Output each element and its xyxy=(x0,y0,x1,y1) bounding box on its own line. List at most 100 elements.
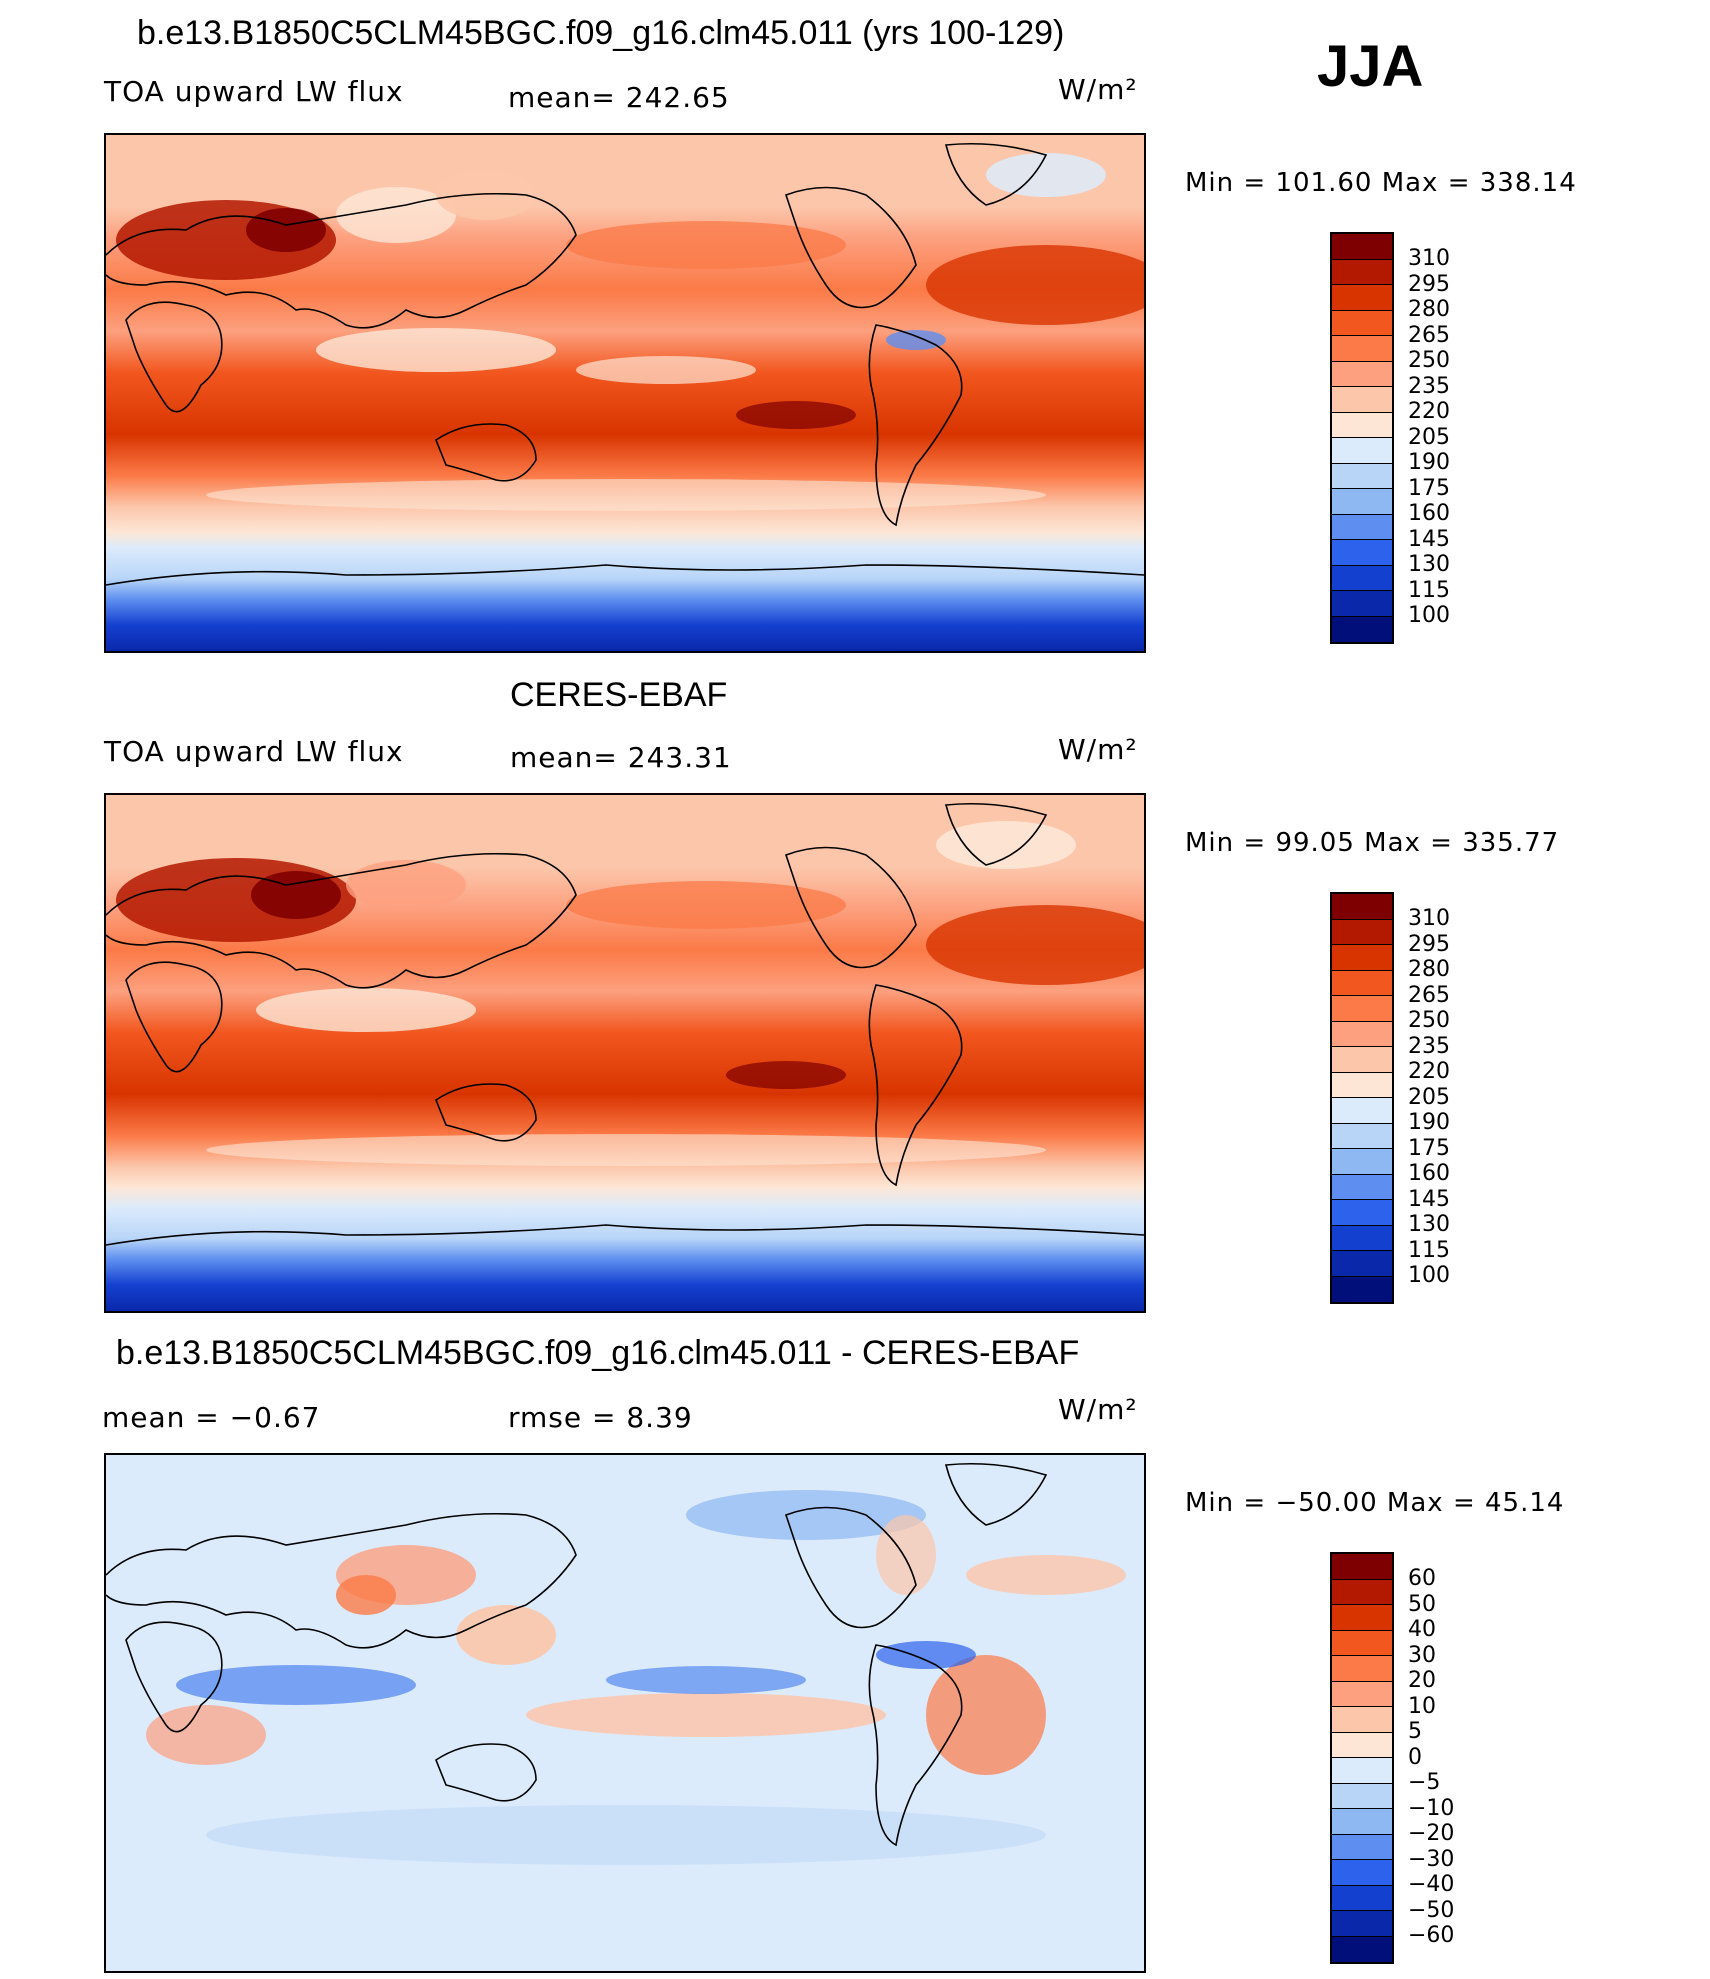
colorbar-label: 30 xyxy=(1408,1642,1436,1668)
panel3-title: b.e13.B1850C5CLM45BGC.f09_g16.clm45.011 … xyxy=(116,1334,1080,1372)
colorbar-segment xyxy=(1332,1758,1392,1784)
colorbar-segment xyxy=(1332,1072,1392,1098)
colorbar-segment xyxy=(1332,489,1392,515)
colorbar-segment xyxy=(1332,412,1392,438)
colorbar-segment xyxy=(1332,1809,1392,1835)
colorbar-segment xyxy=(1332,285,1392,311)
colorbar-segment xyxy=(1332,1174,1392,1200)
colorbar-segment xyxy=(1332,996,1392,1022)
colorbar-segment xyxy=(1332,1630,1392,1656)
colorbar-label: 130 xyxy=(1408,552,1450,577)
panel3-colorbar xyxy=(1330,1552,1394,1964)
colorbar-label: 265 xyxy=(1408,322,1450,348)
panel3-map-svg xyxy=(106,1455,1144,1971)
colorbar-label: −5 xyxy=(1408,1770,1441,1795)
panel3-minmax: Min = −50.00 Max = 45.14 xyxy=(1185,1488,1565,1518)
colorbar-label: 205 xyxy=(1408,1084,1450,1110)
colorbar-segment xyxy=(1332,894,1392,920)
colorbar-label: 265 xyxy=(1408,982,1450,1008)
colorbar-segment xyxy=(1332,540,1392,566)
panel3-rmse-label: rmse = 8.39 xyxy=(508,1401,693,1434)
colorbar-segment xyxy=(1332,1047,1392,1073)
panel3-map xyxy=(104,1453,1146,1973)
colorbar-segment xyxy=(1332,1911,1392,1937)
panel2-colorbar xyxy=(1330,892,1394,1304)
colorbar-label: 130 xyxy=(1408,1212,1450,1237)
panel3-units-label: W/m² xyxy=(1058,1393,1138,1426)
colorbar-segment xyxy=(1332,1225,1392,1251)
colorbar-segment xyxy=(1332,1276,1392,1302)
panel1-minmax: Min = 101.60 Max = 338.14 xyxy=(1185,168,1577,198)
panel2-variable-label: TOA upward LW flux xyxy=(104,735,404,768)
panel1-colorbar xyxy=(1330,232,1394,644)
colorbar-segment xyxy=(1332,945,1392,971)
panel2-map-svg xyxy=(106,795,1144,1311)
colorbar-segment xyxy=(1332,336,1392,362)
colorbar-segment xyxy=(1332,310,1392,336)
colorbar-label: 50 xyxy=(1408,1591,1436,1617)
colorbar-label: 100 xyxy=(1408,603,1450,628)
colorbar-label: 145 xyxy=(1408,1186,1450,1212)
panel1-map xyxy=(104,133,1146,653)
colorbar-label: 5 xyxy=(1408,1719,1422,1744)
colorbar-label: 175 xyxy=(1408,475,1450,501)
colorbar-label: 295 xyxy=(1408,931,1450,957)
colorbar-label: 160 xyxy=(1408,501,1450,526)
colorbar-label: 160 xyxy=(1408,1161,1450,1186)
colorbar-segment xyxy=(1332,919,1392,945)
colorbar-label: 190 xyxy=(1408,450,1450,475)
colorbar-label: 20 xyxy=(1408,1668,1436,1693)
colorbar-segment xyxy=(1332,1707,1392,1733)
colorbar-label: 145 xyxy=(1408,526,1450,552)
colorbar-label: −30 xyxy=(1408,1846,1455,1872)
colorbar-segment xyxy=(1332,565,1392,591)
colorbar-label: 115 xyxy=(1408,1237,1450,1263)
colorbar-segment xyxy=(1332,1200,1392,1226)
colorbar-label: 40 xyxy=(1408,1617,1436,1642)
colorbar-segment xyxy=(1332,1783,1392,1809)
colorbar-label: 10 xyxy=(1408,1693,1436,1719)
colorbar-label: 235 xyxy=(1408,373,1450,399)
colorbar-label: 310 xyxy=(1408,246,1450,271)
colorbar-label: 280 xyxy=(1408,957,1450,982)
colorbar-segment xyxy=(1332,1554,1392,1580)
colorbar-segment xyxy=(1332,1149,1392,1175)
colorbar-label: 100 xyxy=(1408,1263,1450,1288)
panel2-title: CERES-EBAF xyxy=(510,676,728,714)
colorbar-segment xyxy=(1332,1251,1392,1277)
colorbar-segment xyxy=(1332,1885,1392,1911)
colorbar-label: 115 xyxy=(1408,577,1450,603)
colorbar-label: 60 xyxy=(1408,1566,1436,1591)
colorbar-label: 205 xyxy=(1408,424,1450,450)
colorbar-segment xyxy=(1332,463,1392,489)
colorbar-label: 220 xyxy=(1408,399,1450,424)
colorbar-label: 250 xyxy=(1408,1008,1450,1033)
panel1-map-svg xyxy=(106,135,1144,651)
colorbar-label: 190 xyxy=(1408,1110,1450,1135)
panel3-mean-label: mean = −0.67 xyxy=(102,1401,321,1434)
colorbar-segment xyxy=(1332,234,1392,260)
colorbar-segment xyxy=(1332,259,1392,285)
colorbar-segment xyxy=(1332,1860,1392,1886)
colorbar-segment xyxy=(1332,514,1392,540)
colorbar-segment xyxy=(1332,1656,1392,1682)
colorbar-segment xyxy=(1332,361,1392,387)
colorbar-label: −10 xyxy=(1408,1795,1455,1821)
colorbar-label: 220 xyxy=(1408,1059,1450,1084)
panel2-minmax: Min = 99.05 Max = 335.77 xyxy=(1185,828,1560,858)
colorbar-segment xyxy=(1332,1021,1392,1047)
colorbar-label: −40 xyxy=(1408,1872,1455,1897)
colorbar-label: 295 xyxy=(1408,271,1450,297)
colorbar-label: 250 xyxy=(1408,348,1450,373)
colorbar-segment xyxy=(1332,616,1392,642)
colorbar-segment xyxy=(1332,1732,1392,1758)
colorbar-segment xyxy=(1332,438,1392,464)
colorbar-label: −50 xyxy=(1408,1897,1455,1923)
colorbar-label: −60 xyxy=(1408,1923,1455,1948)
colorbar-segment xyxy=(1332,970,1392,996)
colorbar-segment xyxy=(1332,387,1392,413)
panel1-units-label: W/m² xyxy=(1058,73,1138,106)
colorbar-label: 175 xyxy=(1408,1135,1450,1161)
colorbar-segment xyxy=(1332,1579,1392,1605)
panel1-mean-label: mean= 242.65 xyxy=(508,81,730,114)
